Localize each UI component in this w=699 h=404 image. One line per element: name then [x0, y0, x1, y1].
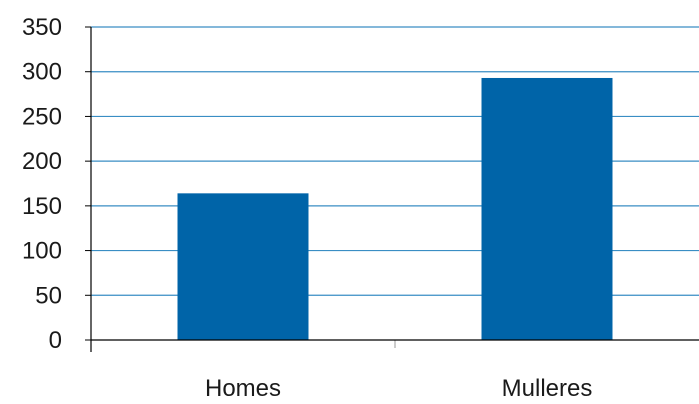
bar-homes	[177, 193, 309, 340]
y-tick-label: 0	[49, 327, 62, 354]
y-tick-label: 350	[22, 14, 62, 41]
y-tick-label: 50	[35, 282, 62, 309]
y-tick-label: 100	[22, 238, 62, 265]
bar-mulleres	[481, 77, 613, 340]
x-tick-labels: Homes Mulleres	[205, 375, 592, 402]
y-tick-label: 150	[22, 193, 62, 220]
y-tick-label: 250	[22, 103, 62, 130]
y-tick-label: 200	[22, 148, 62, 175]
axes	[85, 26, 699, 352]
y-tick-labels: 0 50 100 150 200 250 300 350	[22, 14, 62, 354]
x-tick-label: Homes	[205, 375, 281, 402]
y-tick-label: 300	[22, 59, 62, 86]
x-tick-label: Mulleres	[502, 375, 593, 402]
bars	[177, 77, 613, 340]
